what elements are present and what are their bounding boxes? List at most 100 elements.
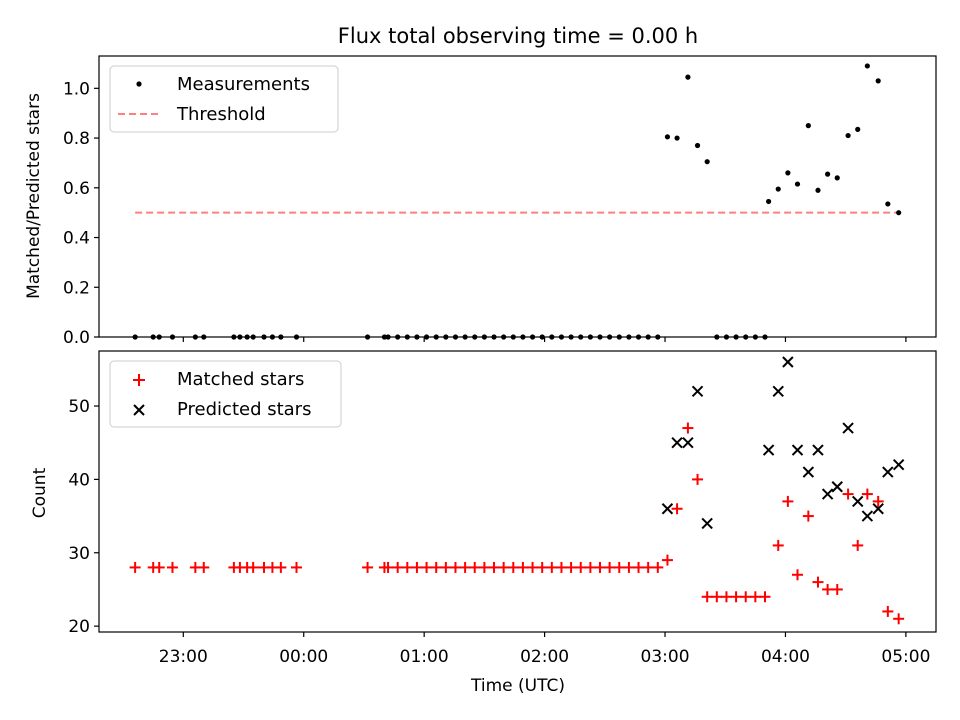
predicted-star-point [892,459,905,471]
legend-matched-marker [133,374,145,386]
matched-star-point [291,561,303,573]
matched-star-point [392,561,404,573]
bottom-y-tick-label: 20 [68,617,90,637]
matched-star-point [449,561,461,573]
matched-star-point [772,539,784,551]
top-legend: Measurements Threshold [109,65,339,133]
matched-star-point [382,561,394,573]
predicted-star-stroke [882,466,894,478]
predicted-star-stroke [661,503,674,515]
matched-star-point [852,539,864,551]
top-y-axis-label: Matched/Predicted stars [24,93,44,299]
predicted-star-point [802,466,815,478]
matched-star-point [642,561,654,573]
x-tick-label: 01:00 [400,647,449,667]
top-y-tick-label: 0.6 [63,179,90,199]
matched-star-point [488,561,500,573]
measurement-point [664,134,671,140]
matched-star-point [861,488,873,500]
bottom-y-tick-label: 40 [68,470,90,490]
measurement-point [855,126,861,132]
predicted-star-stroke [671,437,683,449]
predicted-star-stroke [892,459,905,471]
top-y-ticks: 0.0 0.2 0.4 0.6 0.8 1.0 [63,79,99,348]
matched-star-point [623,561,635,573]
bottom-y-ticks: 20 30 40 50 [68,397,99,637]
matched-star-point [362,561,374,573]
predicted-star-stroke [782,356,794,368]
predicted-star-point [671,437,683,449]
matched-star-point [536,561,548,573]
matched-star-point [166,561,178,573]
matched-star-point [692,473,704,485]
bottom-axes-frame [98,350,937,633]
matched-star-point [682,422,694,434]
matched-star-point [802,510,814,522]
predicted-star-stroke [682,437,694,449]
x-tick-label: 04:00 [761,647,810,667]
predicted-star-stroke [821,488,834,500]
top-y-tick-label: 0.4 [63,229,90,249]
x-tick-label: 05:00 [881,647,930,667]
legend-measurements-marker [136,81,142,87]
matched-star-point [782,495,794,507]
predicted-star-stroke [762,444,775,456]
predicted-star-point [861,510,874,522]
measurement-point [864,63,870,69]
measurement-point [775,186,781,192]
bottom-legend: Matched stars Predicted stars [109,360,342,428]
predicted-star-stroke [701,517,713,530]
measurement-point [815,187,821,193]
top-y-tick-label: 0.2 [63,278,90,298]
legend-threshold-label: Threshold [176,104,266,125]
matched-star-point [584,561,596,573]
bottom-plot-area [129,356,905,625]
x-tick-label: 23:00 [159,647,208,667]
matched-star-point [421,561,433,573]
measurement-point [785,170,791,176]
measurement-point [805,123,811,129]
matched-star-point [575,561,587,573]
matched-star-point [565,561,577,573]
matched-star-point [430,561,442,573]
measurement-point [766,198,772,205]
matched-star-point [633,561,645,573]
matched-star-point [555,561,567,573]
matched-star-point [882,605,894,617]
matched-star-point [749,591,761,603]
matched-star-point [198,561,210,573]
matched-star-point [478,561,490,573]
top-y-tick-label: 0.0 [63,328,90,348]
measurement-point [685,74,691,80]
predicted-star-stroke [872,503,884,515]
matched-star-point [613,561,625,573]
predicted-star-point [772,385,784,398]
legend-measurements-label: Measurements [177,74,310,95]
measurement-point [694,142,701,149]
x-tick-label: 02:00 [520,647,569,667]
top-panel: Flux total observing time = 0.00 h Match… [24,24,937,348]
matched-star-point [701,591,713,603]
matched-star-point [730,591,742,603]
predicted-star-stroke [812,444,824,456]
predicted-star-stroke [802,466,815,478]
matched-star-point [275,561,287,573]
matched-star-point [507,561,519,573]
matched-star-point [604,561,616,573]
matched-star-point [517,561,529,573]
predicted-star-stroke [691,385,704,398]
matched-star-point [893,613,905,625]
predicted-star-stroke [831,481,843,493]
predicted-star-point [762,444,775,456]
matched-star-point [129,561,141,573]
measurement-point [896,210,902,216]
predicted-star-stroke [842,422,854,434]
measurement-point [794,181,801,187]
bottom-y-tick-label: 30 [68,544,90,564]
predicted-star-point [821,488,834,500]
matched-star-point [740,591,752,603]
matched-star-point [469,561,481,573]
top-x-ticks [182,337,907,342]
predicted-star-stroke [852,495,864,508]
